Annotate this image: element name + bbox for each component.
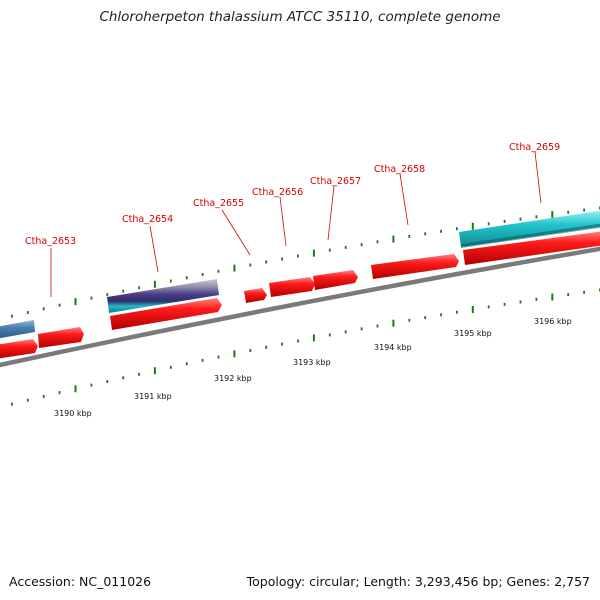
scale-label: 3192 kbp xyxy=(214,374,252,383)
scale-label: 3196 kbp xyxy=(534,317,572,326)
map-title: Chloroherpeton thalassium ATCC 35110, co… xyxy=(99,9,501,25)
leader-ctha-2656 xyxy=(279,196,287,247)
gene-label[interactable]: Ctha_2656 xyxy=(252,187,303,198)
scale-label: 3194 kbp xyxy=(374,343,412,352)
gene-label[interactable]: Ctha_2658 xyxy=(374,164,425,175)
gene-arrow-left-edge xyxy=(0,339,38,359)
lower-scale-track xyxy=(10,288,600,406)
feature-blue-left xyxy=(0,320,35,339)
gene-label[interactable]: Ctha_2653 xyxy=(25,236,76,247)
gene-arrow-ctha-2653 xyxy=(38,327,84,348)
gene-labels: Ctha_2653 Ctha_2654 Ctha_2655 Ctha_2656 … xyxy=(25,142,560,297)
gene-arrow-ctha-2656 xyxy=(269,277,315,297)
leader-ctha-2658 xyxy=(399,173,409,226)
gene-arrow-ctha-2654 xyxy=(110,298,222,330)
backbone xyxy=(0,246,600,368)
feature-stack-2654 xyxy=(107,279,219,313)
feature-cyan-right xyxy=(459,210,600,247)
gene-arrow-ctha-2657 xyxy=(313,270,358,290)
gene-arrow-ctha-2658 xyxy=(371,254,459,279)
scale-label: 3195 kbp xyxy=(454,329,492,338)
scale-label: 3193 kbp xyxy=(293,358,331,367)
leader-ctha-2655 xyxy=(221,209,251,256)
gene-label[interactable]: Ctha_2659 xyxy=(509,142,560,153)
leader-ctha-2657 xyxy=(327,185,335,241)
gene-label[interactable]: Ctha_2657 xyxy=(310,176,361,187)
leader-ctha-2654 xyxy=(149,225,159,273)
scale-label: 3190 kbp xyxy=(54,409,92,418)
accession-text: Accession: NC_011026 xyxy=(9,574,152,589)
gene-arrows xyxy=(0,231,600,359)
gene-label[interactable]: Ctha_2654 xyxy=(122,214,173,225)
feature-track xyxy=(0,210,600,339)
leader-ctha-2659 xyxy=(534,151,542,204)
gene-arrow-ctha-2659 xyxy=(463,231,600,265)
gene-label[interactable]: Ctha_2655 xyxy=(193,198,244,209)
scale-label: 3191 kbp xyxy=(134,392,172,401)
scale-labels: 3190 kbp 3191 kbp 3192 kbp 3193 kbp 3194… xyxy=(54,317,572,418)
gene-arrow-ctha-2655 xyxy=(244,288,267,303)
upper-scale-track xyxy=(10,206,600,318)
genome-summary-text: Topology: circular; Length: 3,293,456 bp… xyxy=(246,574,590,589)
feature-cyan-right-shadow xyxy=(461,223,600,248)
